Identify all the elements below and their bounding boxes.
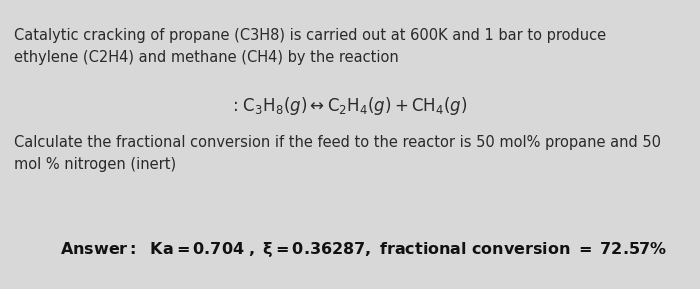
Text: Catalytic cracking of propane (C3H8) is carried out at 600K and 1 bar to produce: Catalytic cracking of propane (C3H8) is …	[14, 28, 606, 43]
Text: Calculate the fractional conversion if the feed to the reactor is 50 mol% propan: Calculate the fractional conversion if t…	[14, 135, 661, 150]
Text: $\bf{Answer:}$$\bf{\ \ Ka{=}0.704\ ,\ \xi{=}0.36287,\ fractional\ conversion\ =\: $\bf{Answer:}$$\bf{\ \ Ka{=}0.704\ ,\ \x…	[60, 240, 667, 259]
Text: ethylene (C2H4) and methane (CH4) by the reaction: ethylene (C2H4) and methane (CH4) by the…	[14, 50, 399, 65]
Text: mol % nitrogen (inert): mol % nitrogen (inert)	[14, 157, 176, 172]
Text: : $\mathrm{C_3H_8}(g) \leftrightarrow \mathrm{C_2H_4}(g) + \mathrm{CH_4}(g)$: : $\mathrm{C_3H_8}(g) \leftrightarrow \m…	[232, 95, 468, 117]
